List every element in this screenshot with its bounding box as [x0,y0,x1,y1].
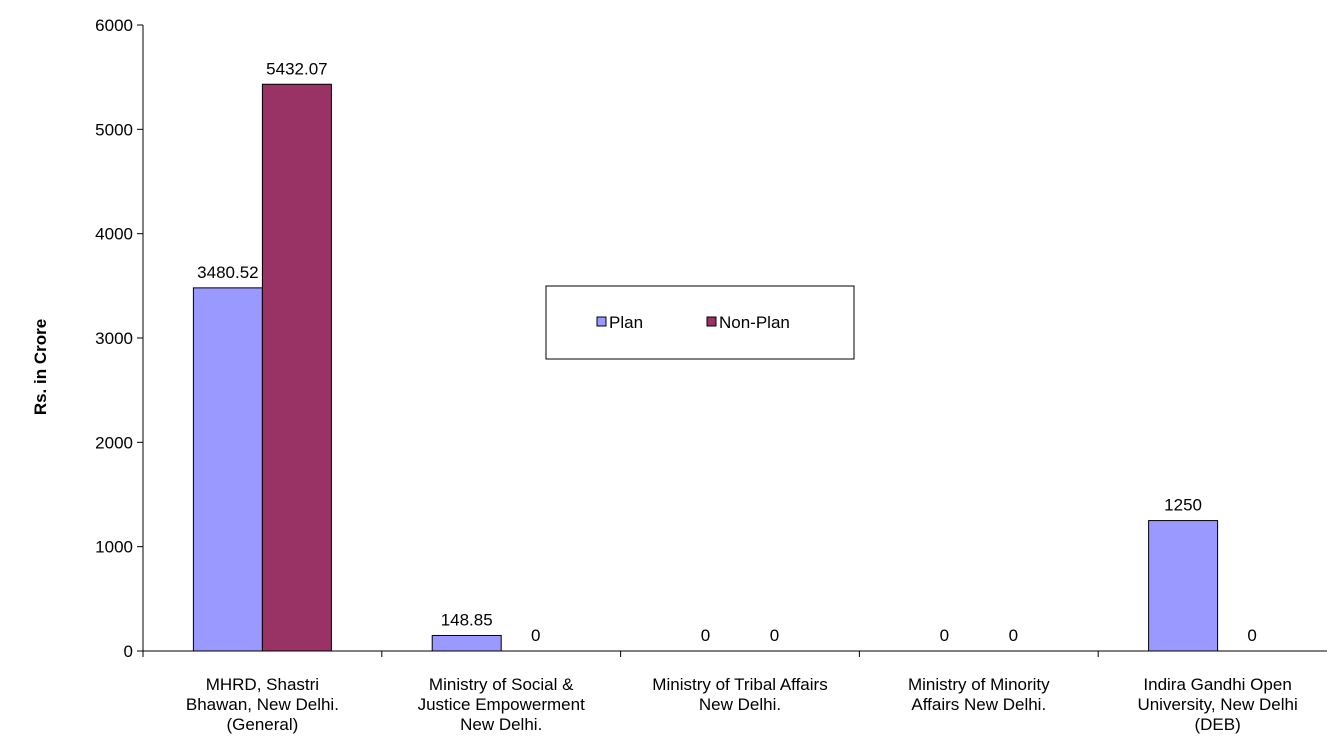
legend-label: Plan [609,313,643,332]
axes: 0 1000 2000 3000 4000 5000 6000 [95,16,1327,661]
category-label: MHRD, Shastri Bhawan, New Delhi. (General) [186,675,339,734]
category-label: Ministry of Minority Affairs New Delhi. [908,675,1050,714]
y-tick-label: 2000 [95,433,133,452]
data-label: 5432.07 [266,59,327,78]
data-label: 0 [701,626,710,645]
category-labels: MHRD, Shastri Bhawan, New Delhi. (General)… [186,675,1298,734]
y-tick-label: 4000 [95,225,133,244]
y-tick-label: 6000 [95,16,133,35]
data-labels: 3480.52 5432.07 148.85 0 0 0 0 0 1250 0 [197,59,1257,645]
y-tick-label: 3000 [95,329,133,348]
category-label: Ministry of Social & Justice Empowerment N… [418,675,586,734]
legend-swatch [596,316,607,327]
y-tick-label: 0 [124,642,133,661]
category-label-line: Ministry of Social & [429,675,574,694]
category-label-line: Ministry of Tribal Affairs [652,675,827,694]
bars [192,83,1219,652]
data-label: 3480.52 [197,263,258,282]
category-label: Indira Gandhi Open University, New Delhi(… [1137,675,1297,734]
category-label-line: (DEB) [1194,715,1240,734]
category-label-line: New Delhi. [460,715,542,734]
category-label: Ministry of Tribal Affairs New Delhi. [652,675,827,714]
category-label-line: Indira Gandhi Open [1143,675,1291,694]
y-axis-title: Rs. in Crore [31,319,50,415]
legend-swatch [706,316,717,327]
y-tick-label: 5000 [95,120,133,139]
data-label: 1250 [1164,496,1202,515]
category-label-line: Ministry of Minority [908,675,1050,694]
legend-box [545,285,855,360]
data-label: 0 [1009,626,1018,645]
data-label: 148.85 [441,610,493,629]
legend: Plan Non-Plan [545,285,855,360]
category-label-line: Bhawan, New Delhi. [186,695,339,714]
data-label: 0 [531,626,540,645]
bar-plan [1148,520,1219,652]
bar-non-plan [261,83,332,652]
category-label-line: Affairs New Delhi. [911,695,1046,714]
category-label-line: Justice Empowerment [418,695,586,714]
data-label: 0 [770,626,779,645]
category-label-line: University, New Delhi [1137,695,1297,714]
data-label: 0 [1247,626,1256,645]
bar-plan [431,634,502,652]
category-label-line: New Delhi. [699,695,781,714]
category-label-line: (General) [226,715,298,734]
bar-plan [192,287,263,652]
category-label-line: MHRD, Shastri [206,675,319,694]
legend-label: Non-Plan [719,313,790,332]
y-tick-label: 1000 [95,538,133,557]
data-label: 0 [940,626,949,645]
